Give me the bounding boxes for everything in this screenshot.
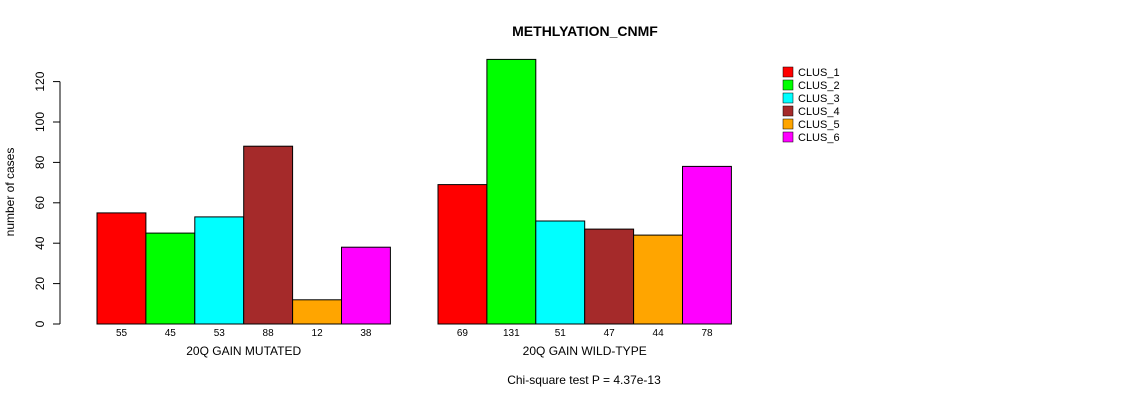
bar-value-label: 47 bbox=[604, 328, 616, 339]
y-axis-label: number of cases bbox=[3, 148, 17, 237]
legend-label-6: CLUS_6 bbox=[798, 132, 840, 144]
bars bbox=[96, 58, 732, 325]
bar-value-label: 44 bbox=[653, 328, 665, 339]
group-label-2: 20Q GAIN WILD-TYPE bbox=[523, 344, 647, 358]
bar-group2-clus-2 bbox=[486, 58, 537, 325]
legend-label-4: CLUS_4 bbox=[798, 106, 840, 118]
legend-swatch-4 bbox=[782, 105, 794, 117]
bar-value-label: 131 bbox=[503, 328, 520, 339]
legend-swatch-3 bbox=[782, 92, 794, 104]
y-tick-label-0: 0 bbox=[33, 320, 47, 327]
bar-group2-clus-6 bbox=[682, 165, 732, 325]
bar-value-label: 55 bbox=[116, 328, 128, 339]
y-tick-label-20: 20 bbox=[33, 277, 47, 291]
y-tick-label-100: 100 bbox=[33, 112, 47, 132]
bar-group1-clus-1 bbox=[96, 212, 147, 325]
chi-square-footnote: Chi-square test P = 4.37e-13 bbox=[507, 373, 661, 387]
bar-group2-clus-5 bbox=[633, 234, 683, 325]
legend-swatch-5 bbox=[782, 118, 794, 130]
bar-value-label: 53 bbox=[214, 328, 226, 339]
legend-swatch-2 bbox=[782, 79, 794, 91]
bar-value-label: 45 bbox=[165, 328, 177, 339]
bar-group1-clus-3 bbox=[194, 216, 245, 325]
y-tick-label-120: 120 bbox=[33, 71, 47, 91]
bar-group1-clus-4 bbox=[243, 145, 294, 325]
bar-value-label: 12 bbox=[312, 328, 324, 339]
group-label-1: 20Q GAIN MUTATED bbox=[186, 344, 301, 358]
bar-value-label: 78 bbox=[701, 328, 713, 339]
legend-label-2: CLUS_2 bbox=[798, 80, 840, 92]
chart-title: METHLYATION_CNMF bbox=[512, 23, 658, 39]
bar-group2-clus-4 bbox=[584, 228, 635, 325]
bar-group2-clus-3 bbox=[535, 220, 586, 325]
legend-swatch-1 bbox=[782, 66, 794, 78]
bar-value-labels: 55 45 53 88 12 38 69 131 51 47 44 78 bbox=[116, 328, 713, 339]
legend-label-3: CLUS_3 bbox=[798, 93, 840, 105]
y-tick-label-40: 40 bbox=[33, 236, 47, 250]
bar-group1-clus-6 bbox=[341, 246, 391, 325]
bar-value-label: 38 bbox=[360, 328, 372, 339]
bar-group2-clus-1 bbox=[437, 184, 488, 325]
group-labels: 20Q GAIN MUTATED 20Q GAIN WILD-TYPE bbox=[186, 344, 646, 358]
y-tick-label-60: 60 bbox=[33, 196, 47, 210]
y-tick-label-80: 80 bbox=[33, 155, 47, 169]
legend-label-1: CLUS_1 bbox=[798, 67, 840, 79]
bar-value-label: 69 bbox=[457, 328, 469, 339]
y-axis: 0 20 40 60 80 100 120 bbox=[33, 71, 61, 327]
bar-value-label: 51 bbox=[555, 328, 567, 339]
bar-group1-clus-5 bbox=[292, 299, 343, 325]
bar-group1-clus-2 bbox=[145, 232, 196, 325]
legend-label-5: CLUS_5 bbox=[798, 119, 840, 131]
legend-swatch-6 bbox=[782, 131, 794, 143]
bar-value-label: 88 bbox=[263, 328, 275, 339]
